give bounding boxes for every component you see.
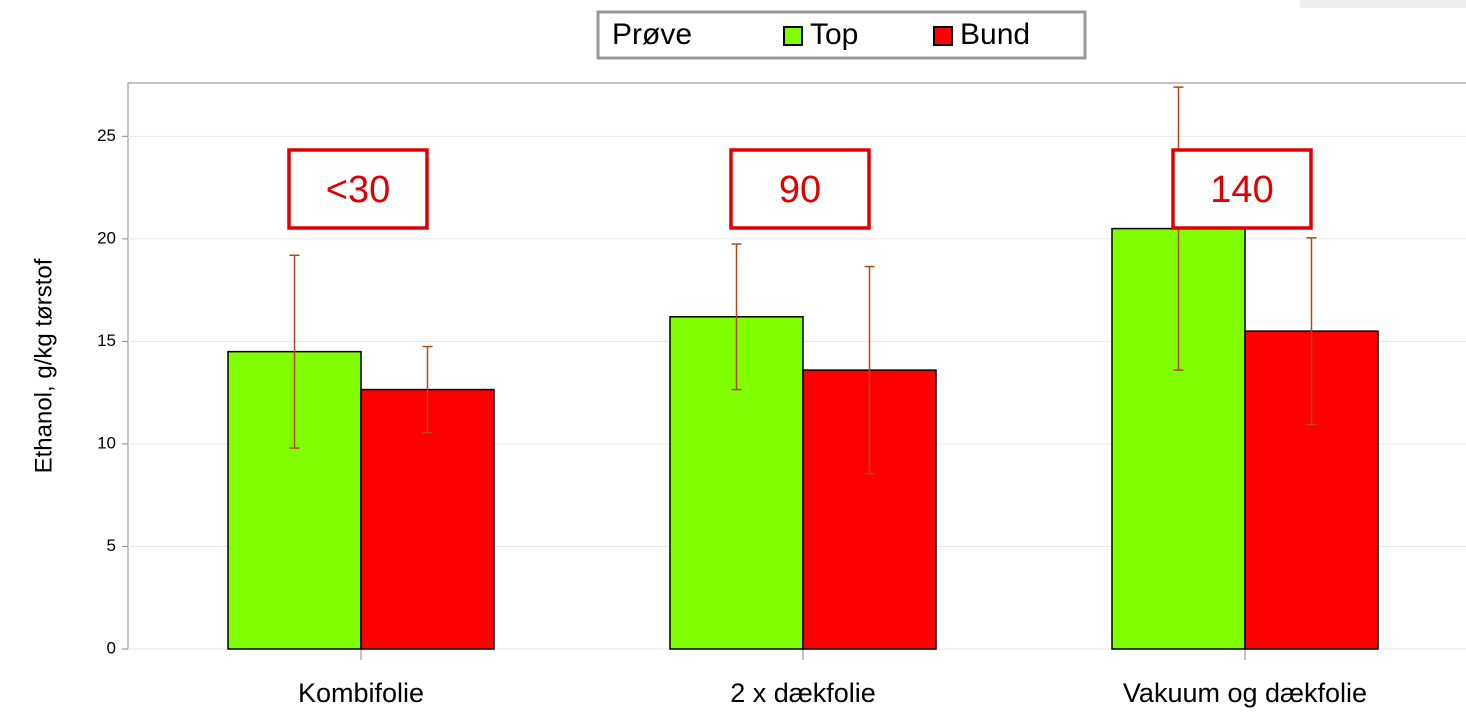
y-tick-label: 20	[97, 228, 116, 247]
error-bar	[1306, 237, 1317, 426]
legend-swatch	[783, 26, 803, 46]
annotation-box	[1171, 148, 1313, 230]
x-tick-label: Kombifolie	[298, 678, 424, 708]
y-tick-label: 25	[97, 126, 116, 145]
annotation: <30	[326, 169, 390, 211]
legend-label: Bund	[960, 18, 1030, 51]
annotation-box	[287, 148, 429, 230]
y-tick-label: 10	[97, 433, 116, 452]
legend-label: Top	[810, 18, 858, 51]
error-bar	[422, 345, 433, 434]
y-tick-label: 5	[107, 536, 116, 555]
x-tick-label: 2 x dækfolie	[730, 678, 876, 708]
annotation: 140	[1210, 169, 1273, 211]
error-bar	[864, 265, 875, 475]
y-tick-label: 15	[97, 331, 116, 350]
x-tick-label: Vakuum og dækfolie	[1123, 678, 1367, 708]
y-axis-label: Ethanol, g/kg tørstof	[30, 258, 57, 473]
annotation-box	[729, 148, 871, 230]
decoration	[1300, 0, 1466, 8]
y-tick-label: 0	[107, 638, 116, 657]
error-bar	[731, 243, 742, 391]
legend-box	[596, 10, 1087, 60]
annotation: 90	[779, 169, 821, 211]
legend-title: Prøve	[612, 18, 692, 51]
error-bar	[289, 254, 300, 449]
legend-swatch	[933, 26, 953, 46]
